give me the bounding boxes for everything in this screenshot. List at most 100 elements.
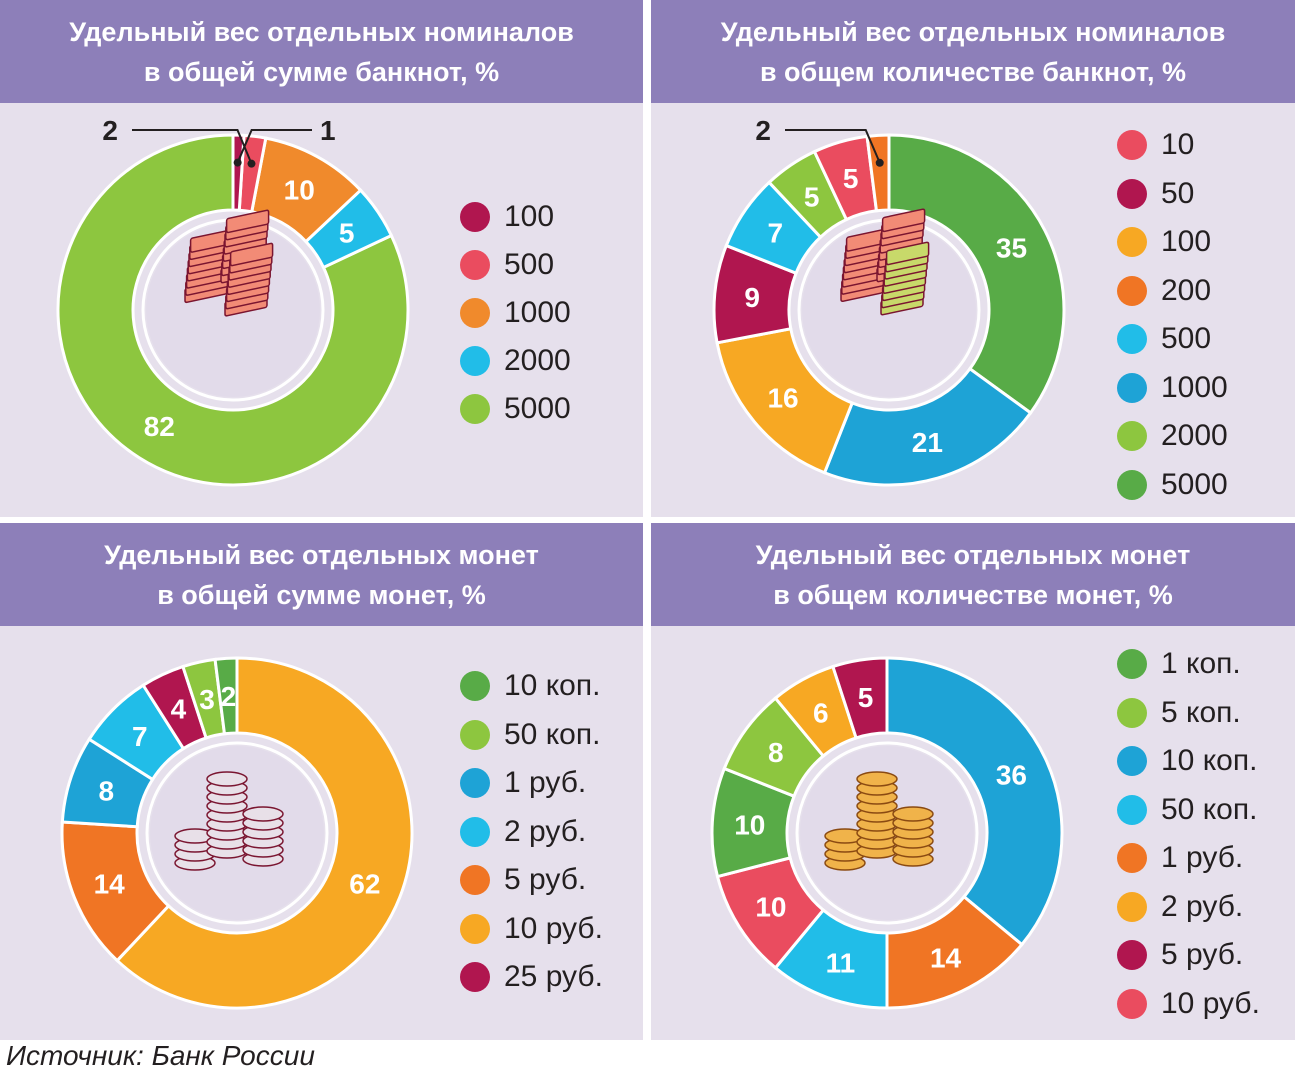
chart-title-coins-sum: Удельный вес отдельных монет в общей сум… (0, 523, 643, 626)
legend-swatch (1117, 227, 1147, 257)
slice-label: 4 (171, 694, 187, 725)
chart-title-banknotes-sum: Удельный вес отдельных номиналов в общей… (0, 0, 643, 103)
slice-label: 7 (132, 721, 148, 752)
slice-label: 36 (996, 759, 1027, 790)
legend-swatch (1117, 178, 1147, 209)
legend-item: 10 коп. (1117, 744, 1257, 778)
legend-swatch (460, 202, 490, 232)
legend-item: 5 руб. (460, 863, 586, 897)
chart-title-coins-count: Удельный вес отдельных монет в общем кол… (651, 523, 1295, 626)
legend-label: 2 руб. (1161, 889, 1244, 923)
slice-label: 14 (930, 942, 962, 973)
legend-item: 10 коп. (460, 669, 600, 703)
coins-stack-icon (824, 771, 934, 871)
slice-label: 10 (284, 175, 315, 206)
banknotes-stack-icon (184, 209, 274, 317)
legend-label: 5000 (1161, 467, 1228, 501)
legend-swatch (1117, 649, 1147, 679)
legend-label: 10 коп. (1161, 744, 1258, 777)
slice-label: 16 (767, 383, 798, 414)
legend-swatch (1117, 794, 1147, 825)
legend-swatch (460, 913, 490, 944)
slice-10-руб- (115, 656, 414, 1010)
legend-swatch (1117, 275, 1147, 306)
chart-panel-banknotes-count: Удельный вес отдельных номиналов в общем… (651, 0, 1295, 517)
legend-item: 25 руб. (460, 960, 603, 994)
chart-title-text: Удельный вес отдельных монет в общей сум… (104, 539, 539, 610)
legend-item: 1000 (1117, 371, 1228, 405)
slice-label: 2 (755, 115, 771, 146)
legend-swatch (460, 865, 490, 895)
legend-item: 2000 (1117, 419, 1228, 453)
legend-label: 50 (1161, 176, 1195, 210)
callout-line (132, 129, 253, 165)
slice-5000 (56, 133, 410, 487)
legend-label: 10 руб. (504, 911, 603, 945)
legend-swatch (460, 719, 490, 750)
slice-label: 10 (734, 809, 765, 840)
source-note: Источник: Банк России (6, 1040, 315, 1071)
inner-ring (145, 741, 329, 925)
legend-label: 100 (504, 200, 555, 233)
legend-label: 2 руб. (504, 814, 587, 848)
legend-item: 5 коп. (1117, 696, 1241, 730)
inner-ring (795, 741, 979, 925)
slice-label: 2 (102, 115, 118, 146)
legend-swatch (1117, 843, 1147, 873)
legend-item: 200 (1117, 274, 1211, 308)
slice-label: 5 (858, 682, 874, 713)
slice-label: 62 (349, 869, 380, 900)
legend-item: 1000 (460, 296, 571, 330)
slice-label: 5 (804, 181, 820, 212)
slice-label: 10 (755, 892, 786, 923)
legend-item: 100 (1117, 225, 1211, 259)
chart-panel-banknotes-sum: Удельный вес отдельных номиналов в общей… (0, 0, 643, 517)
legend-swatch (460, 816, 490, 847)
slice-10-коп- (885, 656, 1064, 947)
chart-panel-coins-count: Удельный вес отдельных монет в общем кол… (651, 523, 1295, 1040)
legend-item: 100 (460, 200, 554, 234)
legend-swatch (460, 671, 490, 701)
legend-swatch (1117, 746, 1147, 776)
legend-label: 25 руб. (504, 960, 603, 993)
legend-label: 2000 (1161, 419, 1228, 452)
legend-swatch (1117, 891, 1147, 922)
slice-label: 21 (912, 427, 943, 458)
legend-item: 1 руб. (1117, 841, 1243, 875)
legend-item: 2 руб. (460, 815, 586, 849)
slice-label: 7 (767, 218, 783, 249)
legend-label: 1000 (504, 296, 571, 329)
legend-label: 500 (504, 248, 555, 281)
legend-item: 1 коп. (1117, 647, 1241, 681)
legend-item: 10 (1117, 128, 1194, 162)
legend-swatch (1117, 324, 1147, 354)
callout-line (236, 129, 312, 163)
slice-label: 3 (199, 684, 215, 715)
slice-10-коп- (213, 656, 239, 736)
legend-item: 1 руб. (460, 766, 586, 800)
slice-label: 8 (98, 776, 114, 807)
chart-title-text: Удельный вес отдельных номиналов в общем… (720, 16, 1226, 87)
slice-label: 11 (826, 947, 856, 978)
legend-item: 5000 (460, 392, 571, 426)
legend-item: 50 (1117, 177, 1194, 211)
legend-item: 500 (1117, 322, 1211, 356)
legend-label: 10 руб. (1161, 986, 1260, 1020)
legend-swatch (1117, 469, 1147, 500)
legend-swatch (460, 250, 490, 280)
legend-swatch (460, 768, 490, 798)
chart-title-text: Удельный вес отдельных монет в общем кол… (755, 539, 1191, 610)
legend-item: 10 руб. (1117, 987, 1260, 1021)
coins-stack-icon (174, 771, 284, 871)
donut-chart-coins-sum: 62 14 874 3 2 (60, 656, 414, 1010)
legend-swatch (460, 962, 490, 992)
legend-swatch (1117, 940, 1147, 970)
slice-label: 8 (768, 737, 784, 768)
legend-item: 5000 (1117, 468, 1228, 502)
donut-slices (710, 656, 1064, 1010)
legend-label: 50 коп. (504, 717, 601, 751)
legend-label: 5 руб. (504, 863, 587, 896)
legend-label: 5 коп. (1161, 695, 1241, 729)
slice-label: 9 (744, 282, 760, 313)
legend-label: 200 (1161, 273, 1212, 307)
